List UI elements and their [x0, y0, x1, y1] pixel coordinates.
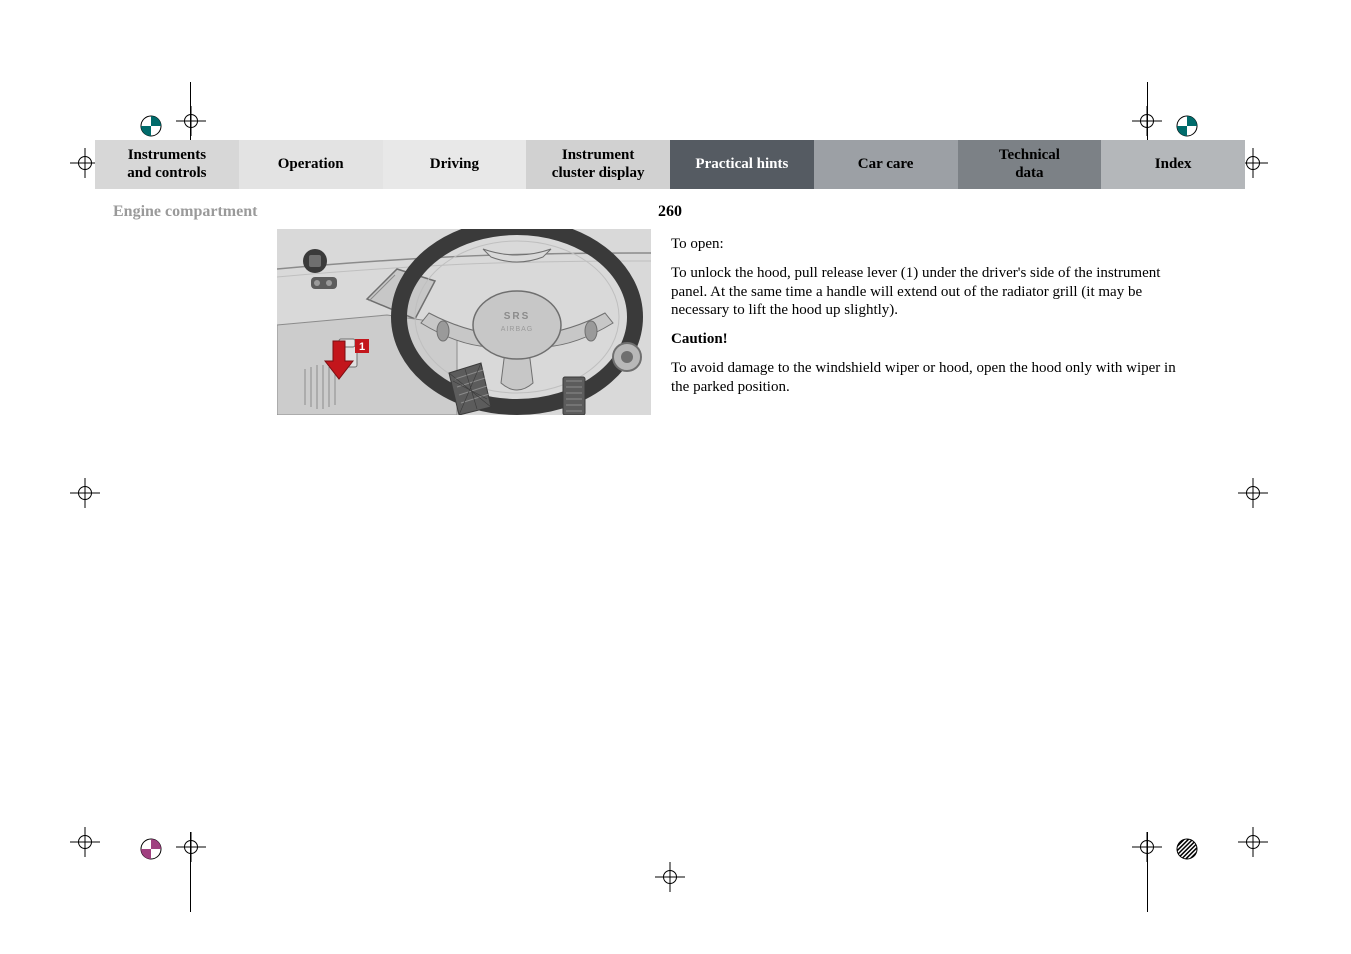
tab-instrument-cluster-display[interactable]: Instrument cluster display	[526, 140, 670, 189]
page-number: 260	[658, 203, 682, 221]
body-text-column: To open: To unlock the hood, pull releas…	[671, 235, 1181, 406]
to-open-heading: To open:	[671, 235, 1181, 254]
callout-label: 1	[359, 341, 365, 353]
registration-crosshair	[70, 827, 100, 857]
tab-technical-data[interactable]: Technical data	[958, 140, 1102, 189]
tab-instruments-and-controls[interactable]: Instruments and controls	[95, 140, 239, 189]
body-paragraph: To avoid damage to the windshield wiper …	[671, 359, 1181, 397]
registration-crosshair	[176, 106, 206, 136]
body-paragraph: To unlock the hood, pull release lever (…	[671, 264, 1181, 320]
registration-crosshair	[70, 478, 100, 508]
registration-crosshair	[1238, 827, 1268, 857]
registration-crosshair	[1132, 106, 1162, 136]
airbag-label-bottom: AIRBAG	[501, 326, 533, 333]
tab-driving[interactable]: Driving	[383, 140, 527, 189]
caution-heading: Caution!	[671, 330, 1181, 349]
manual-page: Instruments and controls Operation Drivi…	[95, 140, 1245, 449]
tab-car-care[interactable]: Car care	[814, 140, 958, 189]
registration-target-striped	[1176, 838, 1198, 860]
tab-operation[interactable]: Operation	[239, 140, 383, 189]
tab-practical-hints[interactable]: Practical hints	[670, 140, 814, 189]
content-area: 1 SRS AIRBAG	[95, 229, 1245, 449]
registration-crosshair	[655, 862, 685, 892]
tab-index[interactable]: Index	[1101, 140, 1245, 189]
registration-target-teal	[140, 115, 162, 137]
registration-target-magenta	[140, 838, 162, 860]
hood-release-illustration: 1 SRS AIRBAG	[277, 229, 651, 415]
section-title: Engine compartment	[113, 203, 257, 221]
registration-crosshair	[1132, 832, 1162, 862]
nav-tabs: Instruments and controls Operation Drivi…	[95, 140, 1245, 189]
registration-target-teal	[1176, 115, 1198, 137]
registration-crosshair	[176, 832, 206, 862]
airbag-label-top: SRS	[504, 311, 531, 322]
registration-crosshair	[1238, 478, 1268, 508]
